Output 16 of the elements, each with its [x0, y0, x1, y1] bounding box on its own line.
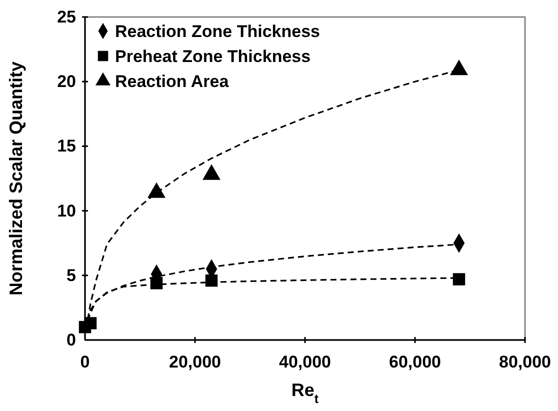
y-tick-label: 20	[57, 72, 76, 92]
y-tick-label: 25	[57, 7, 76, 26]
x-tick-label: 40,000	[279, 352, 331, 372]
y-tick-label: 10	[57, 201, 76, 220]
x-tick-label: 60,000	[389, 352, 441, 372]
x-axis-title: Re$_{t}$	[291, 380, 320, 406]
legend-label: Reaction Area	[115, 72, 230, 91]
x-tick-label: 20,000	[169, 352, 221, 372]
y-axis-title: Normalized Scalar Quantity	[6, 61, 26, 296]
y-tick-label: 0	[66, 330, 76, 350]
y-tick-label: 15	[57, 136, 76, 156]
legend-label: Preheat Zone Thickness	[115, 47, 311, 66]
x-tick-label: 0	[80, 352, 90, 372]
legend-label: Reaction Zone Thickness	[115, 22, 320, 41]
y-tick-label: 5	[66, 266, 76, 285]
x-tick-label: 80,000	[499, 352, 551, 372]
